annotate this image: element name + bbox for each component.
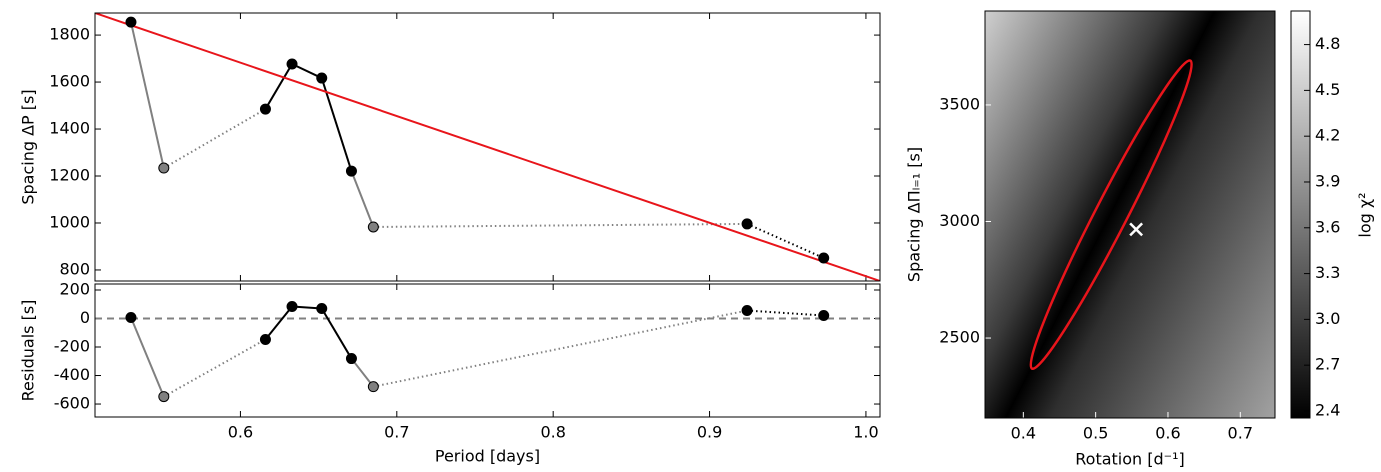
segment — [373, 309, 748, 388]
y-tick-label: 2500 — [939, 328, 980, 347]
x-tick-label: 0.9 — [697, 423, 722, 442]
best-fit-marker — [1129, 222, 1144, 237]
x-tick-label: 0.7 — [384, 423, 409, 442]
axes-frame — [984, 10, 1276, 419]
y-tick-label: 1800 — [49, 25, 90, 44]
colorbar — [1290, 10, 1311, 419]
fit-line — [95, 13, 880, 281]
segment — [129, 21, 165, 169]
colorbar-tick-label: 2.4 — [1315, 400, 1340, 419]
segment — [373, 222, 748, 228]
segment — [320, 77, 353, 172]
data-point — [741, 305, 753, 317]
segment — [163, 338, 266, 398]
y-tick-label: 3500 — [939, 94, 980, 113]
y-tick-label: -200 — [54, 337, 90, 356]
segment — [320, 308, 353, 360]
data-point — [125, 311, 137, 323]
x-tick-label: 0.4 — [1011, 424, 1036, 443]
x-axis-label: Rotation [d⁻¹] — [1075, 450, 1185, 469]
y-tick-label: -400 — [54, 365, 90, 384]
y-tick-label: 200 — [59, 279, 90, 298]
segment — [746, 223, 825, 259]
segment — [130, 317, 165, 397]
segment — [163, 108, 266, 169]
data-point — [125, 16, 137, 28]
plot-area — [95, 301, 880, 403]
x-tick-label: 0.5 — [1083, 424, 1108, 443]
data-point — [259, 103, 271, 115]
colorbar-tick-label: 4.2 — [1315, 126, 1340, 145]
x-tick-label: 1.0 — [853, 423, 878, 442]
x-tick-label: 0.6 — [1155, 424, 1180, 443]
data-point — [345, 353, 357, 365]
best-fit-stroke — [1129, 222, 1144, 237]
colorbar-tick-label: 3.3 — [1315, 263, 1340, 282]
data-point — [818, 252, 830, 264]
colorbar-tick-label: 3.9 — [1315, 171, 1340, 190]
data-point — [316, 303, 328, 315]
data-point — [158, 162, 170, 174]
x-tick-label: 0.7 — [1228, 424, 1253, 443]
y-axis-label: Spacing ΔΠₗ₌₁ [s] — [905, 147, 924, 282]
segment — [264, 305, 293, 341]
y-tick-label: 3000 — [939, 211, 980, 230]
y-tick-label: 800 — [59, 259, 90, 278]
plot-area — [95, 13, 880, 281]
colorbar-tick-label: 4.8 — [1315, 34, 1340, 53]
data-point — [367, 221, 379, 233]
y-axis-label: Residuals [s] — [19, 300, 38, 402]
axes-frame — [94, 12, 881, 282]
colorbar-tick-label: 2.7 — [1315, 355, 1340, 374]
data-point — [259, 333, 271, 345]
y-tick-label: 1000 — [49, 212, 90, 231]
colorbar-tick-label: 3.6 — [1315, 217, 1340, 236]
data-point — [345, 165, 357, 177]
segment — [350, 357, 375, 388]
data-point — [741, 218, 753, 230]
x-tick-label: 0.8 — [540, 423, 565, 442]
axes-frame — [94, 283, 881, 418]
data-point — [286, 301, 298, 313]
y-axis-label: Spacing ΔP [s] — [19, 89, 38, 204]
data-point — [316, 72, 328, 84]
plot-area — [1029, 59, 1193, 371]
y-tick-label: 1200 — [49, 166, 90, 185]
y-tick-label: 1600 — [49, 72, 90, 91]
data-point — [367, 381, 379, 393]
segment — [264, 63, 293, 110]
colorbar-label: log χ² — [1356, 192, 1375, 237]
x-tick-label: 0.6 — [228, 423, 253, 442]
y-tick-label: 1400 — [49, 119, 90, 138]
y-tick-label: -600 — [54, 394, 90, 413]
segment — [350, 170, 375, 228]
data-point — [158, 391, 170, 403]
confidence-contour — [1029, 59, 1193, 371]
data-point — [286, 58, 298, 70]
colorbar-tick-label: 3.0 — [1315, 309, 1340, 328]
x-axis-label: Period [days] — [435, 447, 540, 466]
y-tick-label: 0 — [80, 308, 90, 327]
colorbar-tick-label: 4.5 — [1315, 80, 1340, 99]
data-point — [818, 310, 830, 322]
segment — [747, 309, 824, 317]
